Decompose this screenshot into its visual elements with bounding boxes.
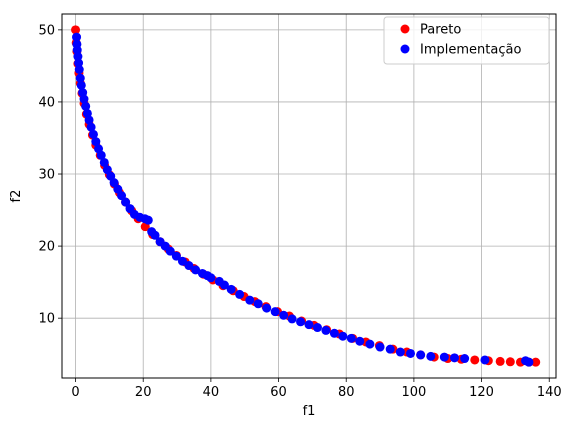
implementacao-point	[312, 323, 322, 333]
implementacao-point	[191, 265, 201, 275]
implementacao-point	[184, 261, 194, 271]
implementacao-point	[91, 137, 101, 147]
legend-box	[383, 16, 550, 65]
implementacao-point	[385, 344, 395, 354]
implementacao-point	[226, 284, 236, 294]
plot-series	[71, 25, 541, 367]
y-tick-label: 20	[38, 240, 55, 255]
implementacao-point	[253, 299, 263, 309]
implementacao-point	[72, 32, 82, 42]
y-tick-label: 10	[38, 312, 55, 327]
implementacao-point	[86, 122, 96, 132]
x-tick-label: 20	[135, 385, 152, 400]
legend: Pareto Implementação	[383, 16, 550, 65]
implementacao-point	[171, 251, 181, 261]
implementacao-point	[262, 303, 272, 313]
legend-label-pareto: Pareto	[420, 23, 461, 38]
implementacao-point	[75, 73, 85, 83]
implementacao-point	[165, 246, 175, 256]
x-tick-label: 60	[270, 385, 287, 400]
implementacao-point	[143, 215, 153, 225]
implementacao-point	[121, 197, 131, 207]
implementacao-point	[150, 230, 160, 240]
axis-ticks: 0 20 40 60 80 100 120 140 10 20 30 40 50	[38, 23, 561, 400]
implementacao-point	[279, 310, 289, 320]
pareto-point	[71, 25, 81, 35]
x-tick-label: 0	[71, 385, 79, 400]
series-implementacao	[72, 32, 534, 367]
pareto-point	[531, 357, 541, 367]
legend-label-implementacao: Implementação	[420, 43, 521, 58]
implementacao-point	[321, 325, 331, 335]
implementacao-point	[73, 52, 83, 62]
implementacao-point	[72, 45, 82, 55]
implementacao-point	[416, 350, 426, 360]
implementacao-point	[270, 307, 280, 317]
implementacao-point	[219, 280, 229, 290]
implementacao-point	[177, 256, 187, 266]
implementacao-point	[304, 320, 314, 330]
implementacao-point	[329, 328, 339, 338]
implementacao-point	[338, 331, 348, 341]
implementacao-point	[406, 348, 416, 358]
implementacao-point	[74, 58, 84, 68]
implementacao-point	[439, 352, 449, 362]
implementacao-point	[375, 342, 385, 352]
implementacao-point	[79, 94, 89, 104]
plot-frame	[61, 13, 557, 379]
implementacao-point	[235, 289, 245, 299]
x-tick-label: 100	[401, 385, 426, 400]
legend-marker-pareto	[400, 24, 410, 34]
implementacao-point	[346, 333, 356, 343]
y-tick-label: 40	[38, 95, 55, 110]
implementacao-point	[426, 351, 436, 361]
implementacao-point	[460, 354, 470, 364]
implementacao-point	[117, 191, 127, 201]
implementacao-point	[206, 273, 216, 283]
pareto-point	[505, 357, 515, 367]
implementacao-point	[99, 157, 109, 167]
implementacao-point	[287, 314, 297, 324]
implementacao-point	[81, 101, 91, 111]
x-tick-label: 80	[338, 385, 355, 400]
y-axis-label: f2	[9, 190, 24, 203]
y-tick-label: 50	[38, 23, 55, 38]
x-tick-label: 120	[469, 385, 494, 400]
implementacao-point	[296, 317, 306, 327]
implementacao-point	[74, 65, 84, 75]
pareto-point	[495, 356, 505, 366]
x-tick-label: 140	[537, 385, 562, 400]
legend-marker-implementacao	[400, 44, 410, 54]
implementacao-point	[96, 150, 106, 160]
y-tick-label: 30	[38, 168, 55, 183]
implementacao-point	[395, 347, 405, 357]
implementacao-point	[88, 129, 98, 139]
implementacao-point	[524, 357, 534, 367]
implementacao-point	[76, 80, 86, 90]
implementacao-point	[365, 339, 375, 349]
implementacao-point	[355, 336, 365, 346]
x-axis-label: f1	[303, 404, 316, 419]
pareto-point	[470, 355, 480, 365]
implementacao-point	[245, 295, 255, 305]
x-tick-label: 40	[203, 385, 220, 400]
implementacao-point	[480, 355, 490, 365]
implementacao-point	[84, 115, 94, 125]
implementacao-point	[449, 353, 459, 363]
